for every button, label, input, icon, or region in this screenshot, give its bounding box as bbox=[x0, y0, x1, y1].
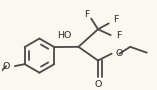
Text: O: O bbox=[3, 62, 10, 71]
Text: F: F bbox=[85, 10, 90, 19]
Text: F: F bbox=[116, 31, 122, 40]
Text: F: F bbox=[114, 15, 119, 24]
Text: HO: HO bbox=[57, 31, 71, 40]
Text: O: O bbox=[116, 49, 123, 58]
Text: O: O bbox=[94, 80, 102, 89]
